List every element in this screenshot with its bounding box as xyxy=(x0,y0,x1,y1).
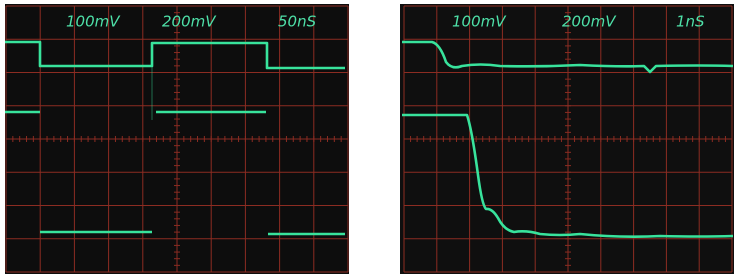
scope-label: 200mV xyxy=(162,13,217,31)
scope-label: 50nS xyxy=(278,13,317,31)
scope-label: 1nS xyxy=(676,13,705,31)
scope-label: 100mV xyxy=(66,13,121,31)
scope-label: 200mV xyxy=(562,13,617,31)
scope-label: 100mV xyxy=(452,13,507,31)
oscilloscope-photos: 100mV 200mV 50nS 100mV 200mV 1nS xyxy=(0,0,736,275)
